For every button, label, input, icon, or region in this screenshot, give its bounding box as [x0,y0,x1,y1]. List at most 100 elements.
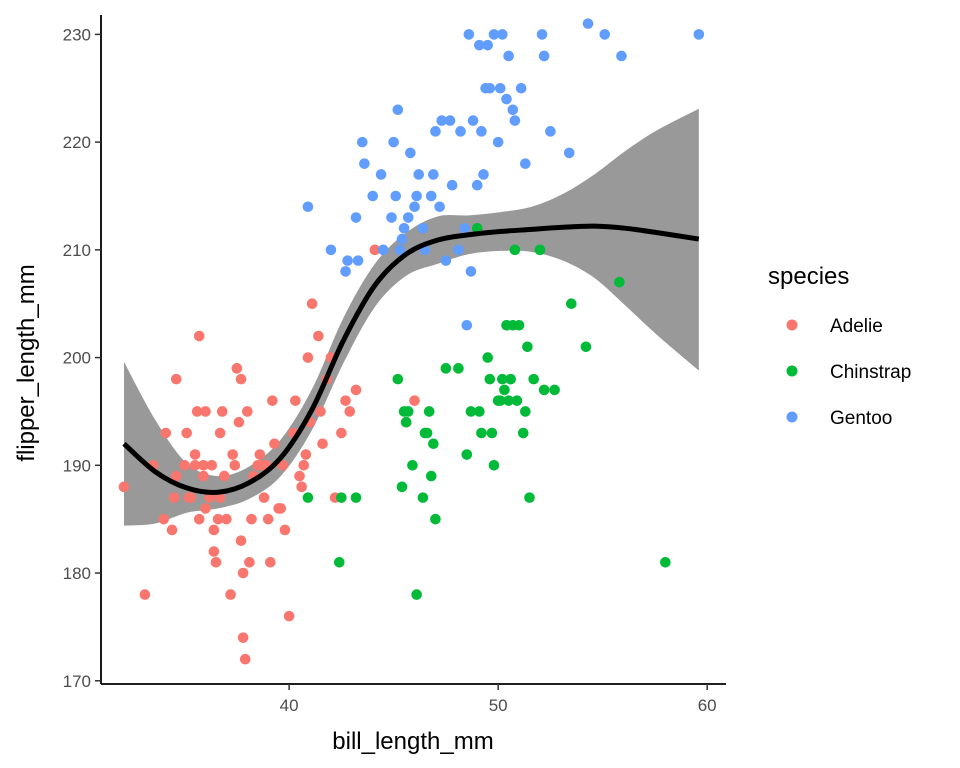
point-chinstrap [538,384,550,396]
legend-title: species [768,263,849,290]
point-adelie [315,406,326,417]
point-gentoo [388,136,399,148]
point-adelie [283,610,295,622]
y-tick-label: 230 [63,25,91,44]
point-gentoo [359,158,370,169]
point-chinstrap [517,427,529,439]
point-adelie [369,244,381,256]
point-adelie [200,406,211,417]
point-chinstrap [509,244,521,256]
point-adelie [193,330,205,342]
point-gentoo [367,190,379,202]
point-adelie [198,460,209,471]
point-chinstrap [520,406,531,417]
point-adelie [235,373,247,385]
x-axis-title: bill_length_mm [332,728,493,755]
point-chinstrap [505,373,516,385]
point-adelie [409,395,420,406]
point-chinstrap [580,341,592,353]
legend-label-adelie: Adelie [830,316,883,337]
point-chinstrap [461,449,473,460]
confidence-ribbon-layer [123,108,699,526]
point-adelie [300,449,312,460]
point-adelie [227,449,238,460]
point-adelie [219,470,230,482]
point-chinstrap [522,341,533,353]
point-adelie [160,427,172,439]
point-adelie [170,470,182,482]
point-adelie [235,535,247,547]
y-tick-label: 200 [63,349,91,368]
point-gentoo [471,179,483,191]
point-chinstrap [484,373,496,385]
point-gentoo [507,104,519,116]
point-chinstrap [482,352,494,363]
point-chinstrap [400,416,412,428]
point-adelie [279,524,291,536]
point-chinstrap [440,363,452,374]
point-adelie [244,556,255,568]
point-adelie [189,449,201,460]
point-chinstrap [497,373,508,385]
point-gentoo [446,179,458,191]
point-adelie [269,438,280,450]
y-tick-label: 190 [63,456,91,475]
point-adelie [306,298,318,310]
point-gentoo [478,169,489,180]
point-gentoo [356,136,368,148]
legend-key-adelie [786,319,798,331]
point-chinstrap [476,427,487,439]
point-adelie [198,470,209,482]
point-adelie [267,395,278,406]
point-gentoo [461,319,473,331]
legend-key-chinstrap [786,365,798,377]
point-chinstrap [302,492,314,503]
point-gentoo [501,93,512,105]
point-gentoo [417,223,429,234]
point-gentoo [390,190,402,202]
legend-items: Adelie Chinstrap Gentoo [786,316,911,429]
point-adelie [350,384,362,396]
point-gentoo [482,39,494,51]
point-adelie [313,330,324,342]
point-chinstrap [453,363,464,374]
point-chinstrap [511,395,523,406]
point-adelie [265,556,276,568]
point-adelie [237,567,249,579]
legend-key-gentoo [786,411,798,423]
point-gentoo [394,244,406,256]
point-adelie [242,406,253,417]
point-adelie [233,416,245,428]
point-gentoo [398,223,410,234]
point-chinstrap [614,276,625,288]
y-axis-title: flipper_length_mm [13,264,40,461]
point-gentoo [436,115,448,126]
point-gentoo [492,136,504,148]
point-gentoo [494,82,506,94]
point-adelie [344,406,356,417]
point-adelie [262,513,274,525]
point-chinstrap [524,492,535,503]
point-adelie [193,513,205,525]
point-adelie [179,460,190,471]
x-tick-label: 40 [280,696,299,715]
point-adelie [294,470,305,482]
point-gentoo [392,104,404,116]
point-chinstrap [421,427,433,439]
point-chinstrap [503,395,514,406]
x-tick-label: 50 [489,696,508,715]
point-chinstrap [411,589,422,600]
point-gentoo [538,50,550,62]
y-tick-label: 220 [63,133,91,152]
point-chinstrap [488,460,500,471]
point-gentoo [545,126,556,137]
point-adelie [212,513,224,525]
point-adelie [277,460,289,471]
point-chinstrap [660,556,671,568]
point-chinstrap [407,460,418,471]
point-adelie [258,492,270,503]
point-gentoo [405,147,416,159]
point-gentoo [503,50,514,62]
point-gentoo [444,115,456,126]
point-chinstrap [336,492,347,503]
